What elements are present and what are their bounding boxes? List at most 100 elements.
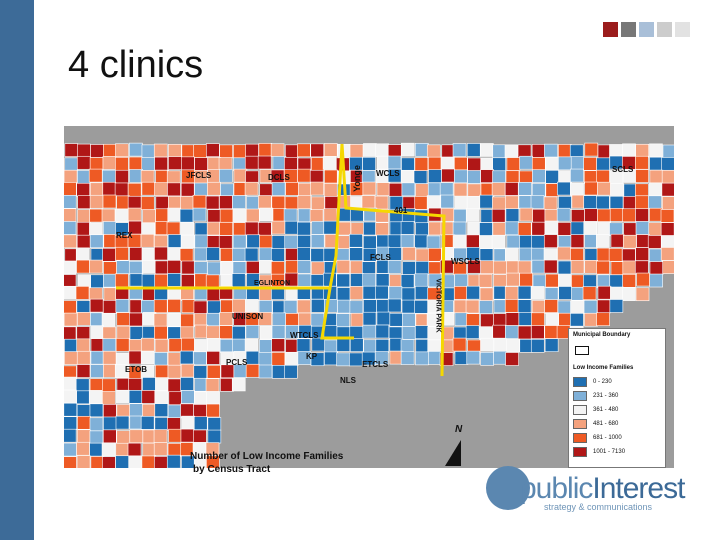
census-tract <box>231 377 246 392</box>
census-tract <box>127 182 142 197</box>
census-tract <box>635 155 649 170</box>
census-tract <box>297 143 311 158</box>
census-tract <box>115 337 130 352</box>
census-tract <box>350 312 365 327</box>
census-tract <box>193 144 207 158</box>
census-tract <box>310 234 325 248</box>
census-tract <box>623 183 638 198</box>
census-tract <box>519 272 533 287</box>
census-tract <box>454 196 468 210</box>
census-tract <box>506 338 520 353</box>
census-tract <box>116 430 131 444</box>
census-tract <box>129 299 144 314</box>
census-tract <box>517 260 532 275</box>
census-tract <box>285 351 299 366</box>
census-tract <box>310 274 325 288</box>
census-tract <box>141 390 156 404</box>
census-tract <box>206 391 220 405</box>
census-tract <box>271 195 286 210</box>
census-tract <box>285 144 299 159</box>
census-tract <box>285 182 299 196</box>
census-tract <box>531 235 545 249</box>
census-tract <box>180 428 195 443</box>
census-tract <box>532 208 546 223</box>
census-tract <box>284 235 299 249</box>
census-tract <box>530 339 545 353</box>
census-tract <box>220 274 234 288</box>
census-tract <box>298 312 312 327</box>
census-tract <box>166 221 181 236</box>
census-tract <box>558 170 572 184</box>
north-arrow: N <box>443 424 465 473</box>
census-tract <box>297 260 311 274</box>
census-tract <box>193 404 207 418</box>
census-tract <box>140 196 155 210</box>
census-tract <box>349 352 363 367</box>
census-tract <box>285 339 299 353</box>
census-tract <box>245 143 259 158</box>
census-tract <box>517 285 532 300</box>
census-tract <box>597 181 611 196</box>
census-tract <box>257 155 272 170</box>
census-tract <box>571 274 585 289</box>
census-tract <box>140 299 155 314</box>
census-tract <box>504 325 519 339</box>
census-tract <box>466 234 480 249</box>
census-tract <box>518 181 532 196</box>
clinic-label-etcls: ETCLS <box>362 360 389 369</box>
census-tract <box>154 182 168 196</box>
census-tract <box>517 299 532 313</box>
census-tract <box>205 274 220 289</box>
census-tract <box>194 222 209 237</box>
census-tract <box>479 300 493 314</box>
census-tract <box>76 300 91 314</box>
road-label-eglinton: EGLINTON <box>254 280 291 287</box>
census-tract <box>389 312 404 327</box>
census-tract <box>244 338 259 353</box>
census-tract <box>414 157 429 172</box>
census-tract <box>220 247 234 262</box>
census-tract <box>232 208 247 223</box>
census-tract <box>206 325 221 340</box>
census-tract <box>596 312 610 327</box>
census-tract <box>531 221 546 236</box>
census-tract <box>89 194 104 209</box>
census-tract <box>570 248 584 262</box>
census-tract <box>193 365 208 379</box>
census-tract <box>452 221 467 236</box>
census-tract <box>102 300 117 314</box>
census-tract <box>231 273 246 287</box>
census-tract <box>480 260 495 274</box>
census-tract <box>115 455 129 468</box>
census-tract <box>233 168 248 183</box>
legend-swatch <box>573 447 587 457</box>
census-tract <box>90 312 104 327</box>
census-tract <box>401 169 415 184</box>
census-tract <box>167 443 182 457</box>
census-tract <box>297 208 312 223</box>
census-tract <box>545 312 560 327</box>
census-tract <box>661 169 674 184</box>
census-tract <box>583 195 598 209</box>
accent-square-3 <box>639 22 654 37</box>
census-tract <box>453 169 468 184</box>
slide-title: 4 clinics <box>68 44 204 86</box>
census-tract <box>283 364 298 379</box>
census-tract <box>116 389 130 404</box>
census-tract <box>116 260 130 275</box>
census-tract <box>154 234 168 249</box>
census-tract <box>142 442 157 457</box>
census-tract <box>271 248 285 262</box>
census-tract <box>168 196 182 210</box>
census-tract <box>89 234 104 249</box>
census-tract <box>400 274 415 288</box>
census-tract <box>194 324 209 339</box>
census-tract <box>219 168 233 183</box>
census-tract <box>114 182 129 197</box>
census-tract <box>349 338 364 352</box>
census-tract <box>543 248 558 262</box>
census-tract <box>504 144 519 159</box>
census-tract <box>480 157 495 172</box>
census-tract <box>116 404 131 418</box>
census-tract <box>570 221 585 236</box>
